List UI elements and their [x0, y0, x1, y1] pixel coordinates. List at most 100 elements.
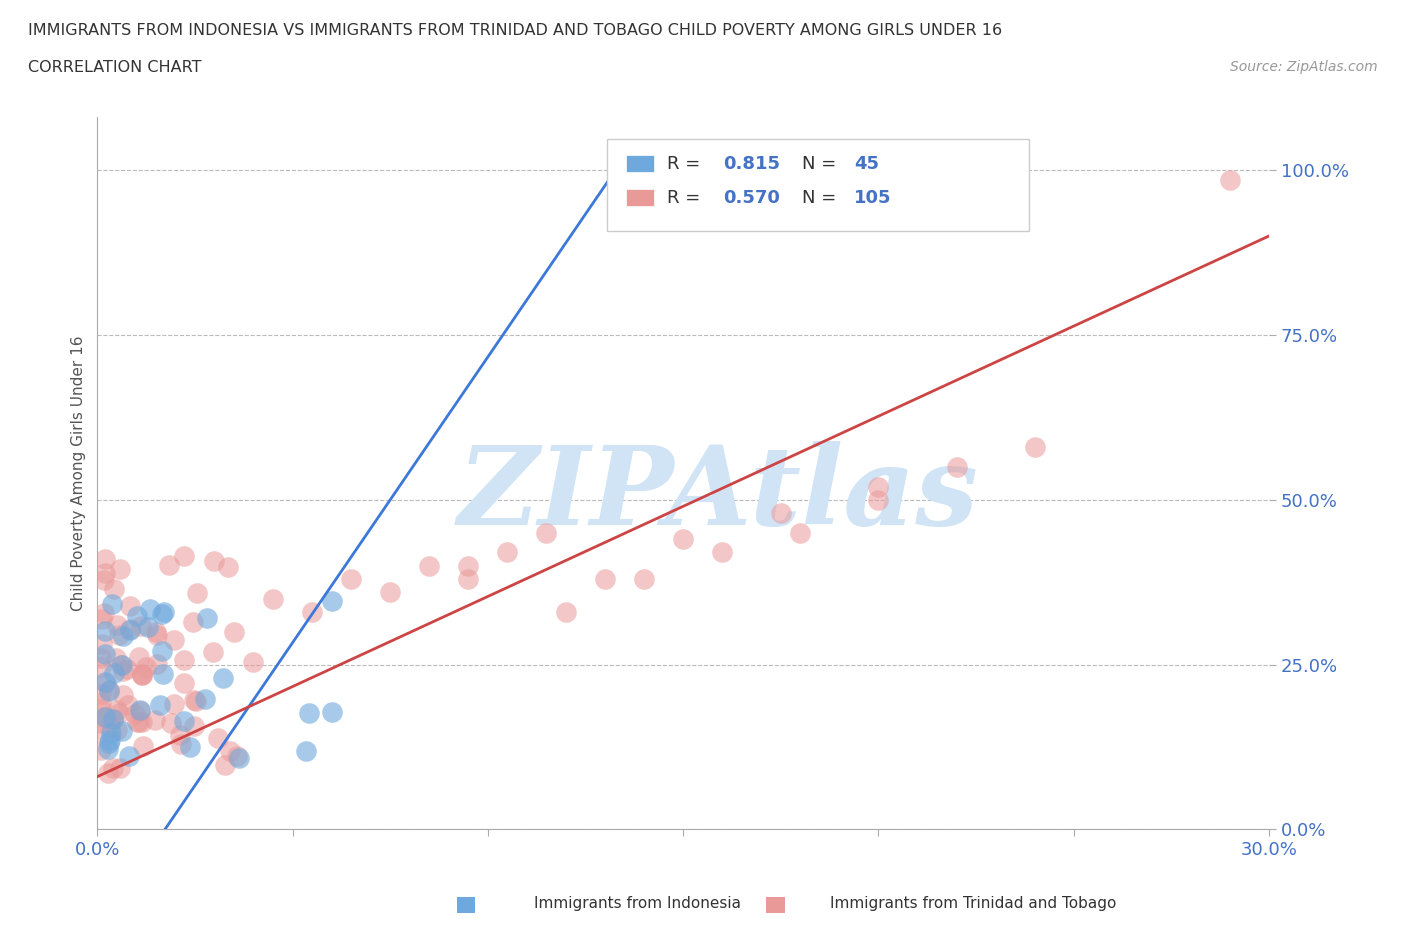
Point — [321, 593, 343, 608]
Point — [183, 719, 205, 734]
Point — [110, 761, 132, 776]
Text: CORRELATION CHART: CORRELATION CHART — [28, 60, 201, 75]
Point — [129, 618, 152, 633]
Point — [131, 714, 153, 729]
Point — [457, 571, 479, 586]
Point — [159, 715, 181, 730]
Text: R =: R = — [666, 189, 706, 206]
Point — [496, 545, 519, 560]
Point — [150, 644, 173, 658]
Point — [94, 624, 117, 639]
Point — [153, 604, 176, 619]
Point — [195, 611, 218, 626]
Point — [169, 727, 191, 742]
Point — [711, 545, 734, 560]
Point — [98, 683, 121, 698]
Point — [111, 629, 134, 644]
Point — [150, 606, 173, 621]
Point — [110, 658, 132, 672]
Point — [298, 706, 321, 721]
Text: 45: 45 — [855, 154, 879, 173]
Point — [118, 621, 141, 636]
Point — [149, 698, 172, 712]
Point — [90, 659, 112, 674]
Point — [138, 601, 160, 616]
Point — [262, 591, 284, 606]
Point — [108, 627, 131, 642]
Point — [633, 571, 655, 586]
FancyBboxPatch shape — [626, 189, 654, 206]
Point — [105, 618, 128, 632]
Point — [131, 668, 153, 683]
Point — [173, 549, 195, 564]
Point — [135, 659, 157, 674]
Point — [145, 628, 167, 643]
Point — [143, 712, 166, 727]
Point — [91, 637, 114, 652]
Point — [100, 596, 122, 611]
Point — [120, 623, 142, 638]
Point — [100, 725, 122, 740]
Point — [173, 713, 195, 728]
Point — [457, 558, 479, 573]
Point — [101, 711, 124, 726]
Point — [108, 705, 131, 720]
Point — [769, 506, 792, 521]
Point — [103, 582, 125, 597]
Point — [163, 697, 186, 711]
Point — [945, 459, 967, 474]
Point — [593, 571, 616, 586]
Point — [127, 608, 149, 623]
Point — [124, 707, 146, 722]
Point — [112, 687, 135, 702]
Point — [131, 667, 153, 682]
Point — [242, 655, 264, 670]
Text: 0.570: 0.570 — [723, 189, 780, 206]
Point — [301, 604, 323, 619]
Point — [128, 715, 150, 730]
Point — [129, 704, 152, 719]
Point — [868, 492, 890, 507]
Point — [536, 525, 558, 540]
Text: Source: ZipAtlas.com: Source: ZipAtlas.com — [1230, 60, 1378, 74]
Point — [105, 723, 128, 737]
Point — [94, 565, 117, 580]
Point — [212, 671, 235, 685]
Point — [157, 558, 180, 573]
Point — [93, 573, 115, 588]
Point — [228, 751, 250, 765]
Point — [202, 553, 225, 568]
Point — [418, 558, 440, 573]
Point — [94, 674, 117, 689]
Point — [214, 758, 236, 773]
Point — [118, 749, 141, 764]
Point — [194, 692, 217, 707]
Point — [136, 619, 159, 634]
Text: 0.815: 0.815 — [723, 154, 780, 173]
Point — [132, 738, 155, 753]
Point — [94, 676, 117, 691]
Point — [672, 532, 695, 547]
Point — [201, 644, 224, 659]
Point — [94, 710, 117, 724]
Point — [868, 479, 890, 494]
Point — [219, 744, 242, 759]
Point — [145, 625, 167, 640]
Point — [103, 666, 125, 681]
Point — [107, 703, 129, 718]
Point — [110, 658, 132, 672]
Point — [90, 742, 112, 757]
Point — [97, 765, 120, 780]
Text: Immigrants from Indonesia: Immigrants from Indonesia — [534, 897, 741, 911]
Point — [90, 612, 112, 627]
Point — [94, 710, 117, 724]
Point — [98, 720, 121, 735]
Point — [131, 666, 153, 681]
Point — [295, 744, 318, 759]
Point — [90, 695, 112, 710]
Point — [170, 737, 193, 751]
Text: N =: N = — [801, 154, 842, 173]
Point — [222, 624, 245, 639]
Point — [129, 702, 152, 717]
Text: IMMIGRANTS FROM INDONESIA VS IMMIGRANTS FROM TRINIDAD AND TOBAGO CHILD POVERTY A: IMMIGRANTS FROM INDONESIA VS IMMIGRANTS … — [28, 23, 1002, 38]
